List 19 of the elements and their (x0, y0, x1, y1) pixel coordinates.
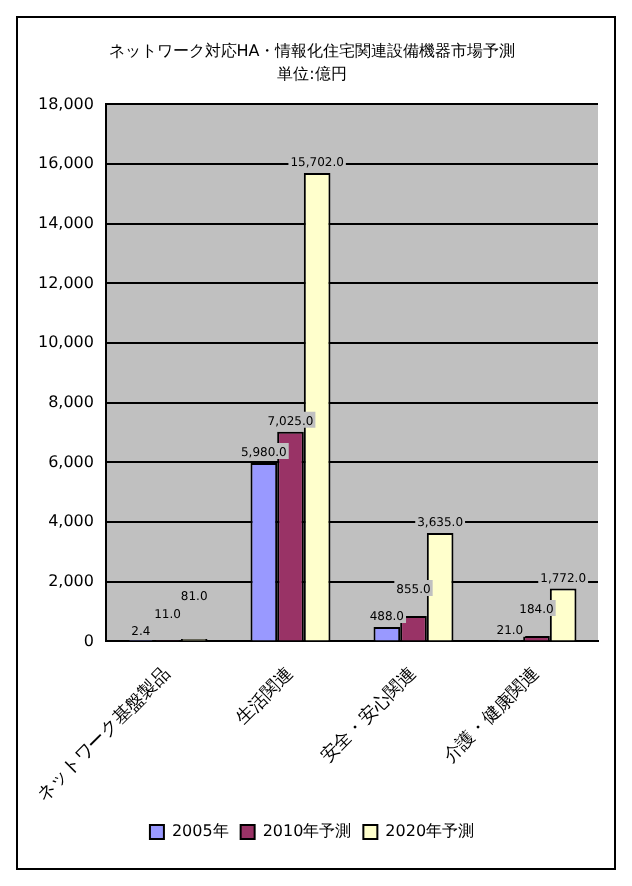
y-tick-label: 16,000 (37, 154, 94, 173)
legend-label: 2020年予測 (385, 822, 475, 841)
y-tick-label: 0 (83, 631, 94, 650)
chart-title: ネットワーク対応HA・情報化住宅関連設備機器市場予測 (108, 41, 516, 60)
y-tick-label: 2,000 (48, 571, 94, 590)
legend-label: 2010年予測 (262, 822, 352, 841)
x-tick-label: ネットワーク基盤製品 (32, 663, 176, 806)
x-tick-label: 生活関連 (231, 663, 299, 730)
y-tick-label: 10,000 (37, 333, 94, 352)
y-tick-label: 14,000 (37, 213, 94, 232)
y-tick-label: 8,000 (48, 392, 94, 411)
y-tick-label: 4,000 (48, 512, 94, 531)
y-tick-label: 6,000 (48, 452, 94, 471)
x-tick-label: 安全・安心関連 (316, 663, 422, 768)
y-tick-label: 18,000 (37, 94, 94, 113)
chart-subtitle: 単位:億円 (277, 64, 347, 83)
x-tick-label: 介護・健康関連 (439, 663, 545, 768)
legend-label: 2005年 (171, 822, 229, 841)
y-tick-label: 12,000 (37, 273, 94, 292)
